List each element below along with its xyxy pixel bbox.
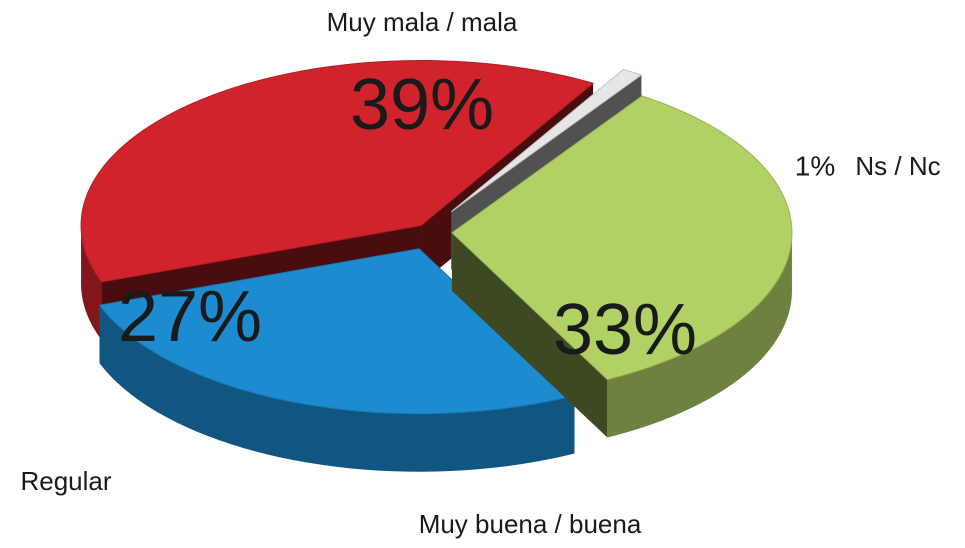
value-label: 39% xyxy=(350,65,494,145)
slice-top xyxy=(451,95,793,381)
value-label: 1% xyxy=(795,150,835,181)
slice-cut xyxy=(451,232,608,438)
category-label: Ns / Nc xyxy=(855,151,940,181)
value-label: 27% xyxy=(118,277,262,357)
slice-wall xyxy=(607,232,792,438)
slice-top xyxy=(450,68,643,213)
value-label: 33% xyxy=(553,290,697,370)
category-label: Regular xyxy=(20,466,111,496)
category-label: Muy mala / mala xyxy=(327,7,518,37)
category-label: Muy buena / buena xyxy=(419,509,642,539)
slice-wall xyxy=(99,305,575,472)
slice-top xyxy=(80,60,595,283)
slice xyxy=(451,95,793,438)
